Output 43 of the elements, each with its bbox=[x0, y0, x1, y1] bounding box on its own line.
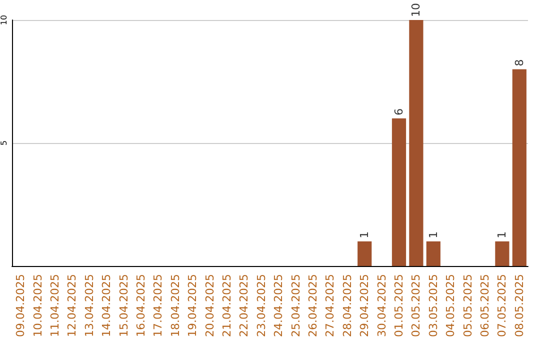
x-tick-label: 12.04.2025 bbox=[66, 274, 79, 338]
x-tick-label: 07.05.2025 bbox=[496, 274, 509, 338]
data-label: 10 bbox=[410, 3, 423, 17]
x-tick-label: 02.05.2025 bbox=[410, 274, 423, 338]
x-tick-label: 04.05.2025 bbox=[444, 274, 458, 338]
bar bbox=[426, 241, 440, 266]
bar bbox=[495, 241, 510, 266]
x-tick-label: 22.04.2025 bbox=[238, 274, 251, 338]
x-tick-label: 16.04.2025 bbox=[134, 274, 148, 338]
x-tick-label: 23.04.2025 bbox=[254, 274, 268, 338]
x-tick-label: 05.05.2025 bbox=[461, 274, 474, 338]
data-label: 1 bbox=[358, 231, 372, 238]
bar bbox=[512, 69, 526, 266]
x-tick-label: 27.04.2025 bbox=[324, 274, 337, 338]
x-tick-label: 26.04.2025 bbox=[306, 274, 320, 338]
x-tick-label: 19.04.2025 bbox=[186, 274, 200, 338]
x-tick-label: 10.04.2025 bbox=[31, 274, 44, 338]
x-tick-label: 01.05.2025 bbox=[392, 274, 406, 338]
x-tick-label: 14.04.2025 bbox=[100, 274, 114, 338]
x-tick-label: 09.04.2025 bbox=[14, 274, 28, 338]
x-tick-label: 18.04.2025 bbox=[168, 274, 182, 338]
x-tick-label: 11.04.2025 bbox=[48, 274, 62, 338]
x-tick-label: 25.04.2025 bbox=[289, 274, 302, 338]
x-tick-label: 15.04.2025 bbox=[117, 274, 130, 338]
data-label: 1 bbox=[496, 231, 509, 238]
bar bbox=[392, 118, 406, 266]
data-label: 8 bbox=[512, 59, 526, 66]
x-tick-label: 21.04.2025 bbox=[220, 274, 234, 338]
data-label: 6 bbox=[392, 108, 406, 116]
x-tick-label: 13.04.2025 bbox=[82, 274, 96, 338]
x-tick-label: 03.05.2025 bbox=[426, 274, 440, 338]
data-label: 1 bbox=[426, 231, 440, 238]
x-tick-label: 06.05.2025 bbox=[478, 274, 492, 338]
bar bbox=[409, 20, 424, 266]
x-tick-label: 30.04.2025 bbox=[375, 274, 388, 338]
bar bbox=[358, 241, 372, 266]
x-tick-label: 28.04.2025 bbox=[340, 274, 354, 338]
y-tick-label: 5 bbox=[0, 140, 8, 146]
x-tick-label: 24.04.2025 bbox=[272, 274, 286, 338]
x-tick-label: 17.04.2025 bbox=[152, 274, 165, 338]
x-tick-label: 20.04.2025 bbox=[203, 274, 216, 338]
x-tick-label: 29.04.2025 bbox=[358, 274, 372, 338]
x-tick-label: 08.05.2025 bbox=[512, 274, 526, 338]
